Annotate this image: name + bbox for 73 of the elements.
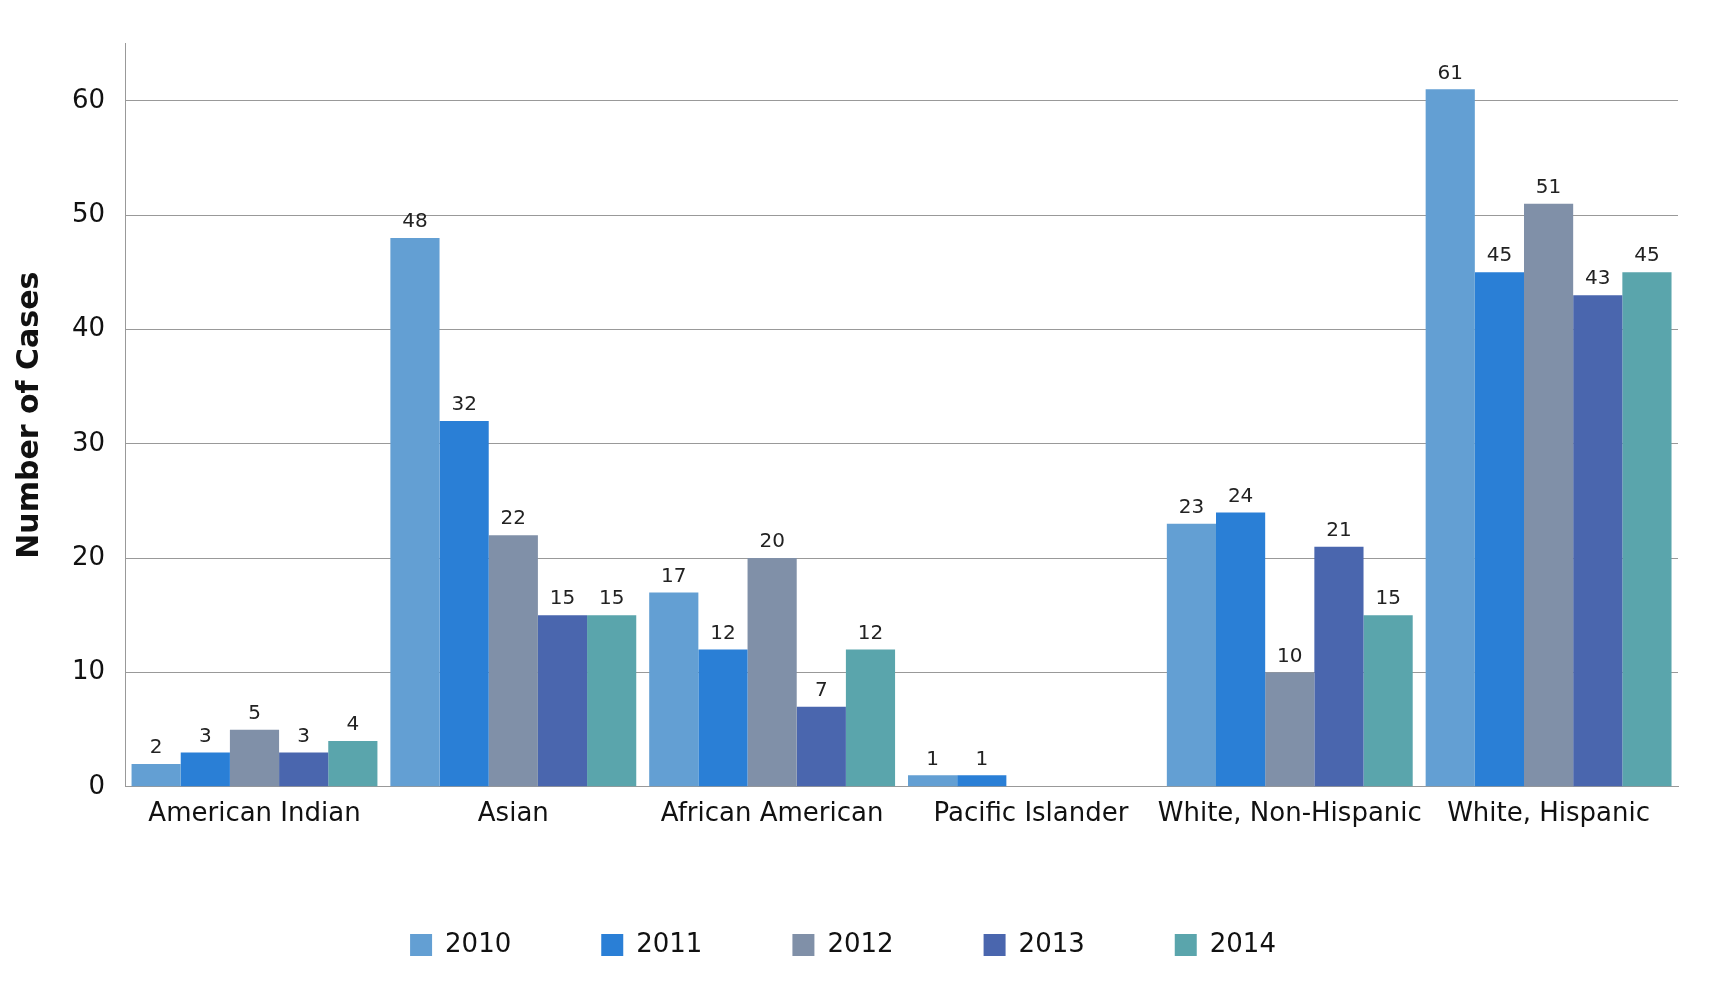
data-label: 22 bbox=[500, 505, 527, 530]
data-label: 20 bbox=[759, 528, 785, 553]
bar bbox=[957, 775, 1007, 787]
x-tick-label: White, Non-Hispanic bbox=[1157, 797, 1422, 828]
bar bbox=[1425, 89, 1475, 787]
bar bbox=[1622, 272, 1672, 787]
y-tick-label: 10 bbox=[71, 655, 106, 686]
bar bbox=[1314, 546, 1364, 787]
bar bbox=[488, 535, 538, 787]
data-label: 15 bbox=[1375, 585, 1401, 610]
x-tick-label: Pacific Islander bbox=[933, 797, 1129, 828]
bar bbox=[1265, 672, 1315, 787]
data-label: 21 bbox=[1326, 516, 1352, 541]
bar bbox=[698, 649, 748, 787]
data-label: 3 bbox=[297, 722, 311, 747]
data-label: 12 bbox=[710, 619, 736, 644]
y-tick-label: 20 bbox=[71, 540, 106, 571]
bar bbox=[796, 706, 846, 787]
bar bbox=[328, 741, 378, 787]
data-label: 1 bbox=[926, 745, 939, 770]
legend-label: 2014 bbox=[1209, 927, 1276, 958]
x-tick-label: White, Hispanic bbox=[1447, 797, 1651, 828]
data-label: 45 bbox=[1634, 242, 1660, 267]
bar bbox=[649, 592, 699, 787]
bar bbox=[279, 752, 329, 787]
data-label: 23 bbox=[1178, 494, 1205, 519]
bar bbox=[439, 420, 489, 787]
legend-label: 2010 bbox=[445, 927, 512, 958]
data-label: 12 bbox=[857, 619, 884, 644]
bar bbox=[587, 615, 637, 787]
bar bbox=[1524, 203, 1574, 787]
bar bbox=[747, 558, 797, 787]
data-label: 7 bbox=[814, 676, 828, 701]
data-label: 45 bbox=[1486, 242, 1513, 267]
bar bbox=[845, 649, 896, 787]
data-label: 15 bbox=[598, 585, 625, 610]
x-tick-label: African American bbox=[660, 797, 884, 828]
data-label: 48 bbox=[402, 208, 428, 233]
bar bbox=[1363, 615, 1413, 787]
data-label: 1 bbox=[975, 745, 989, 770]
x-tick-label: Asian bbox=[477, 797, 549, 828]
data-label: 5 bbox=[248, 699, 261, 724]
bar bbox=[229, 729, 280, 787]
data-label: 15 bbox=[549, 585, 576, 610]
bar bbox=[908, 775, 958, 787]
data-label: 10 bbox=[1277, 642, 1303, 667]
bar bbox=[537, 615, 588, 787]
data-label: 24 bbox=[1227, 482, 1254, 507]
y-tick-label: 30 bbox=[71, 426, 106, 457]
bar bbox=[1166, 523, 1217, 787]
data-label: 61 bbox=[1437, 59, 1463, 84]
bar bbox=[1474, 272, 1524, 787]
data-label: 3 bbox=[198, 722, 212, 747]
y-tick-label: 0 bbox=[88, 769, 106, 800]
legend-label: 2012 bbox=[827, 927, 894, 958]
data-label: 17 bbox=[661, 562, 687, 587]
bar bbox=[390, 237, 440, 787]
legend-label: 2013 bbox=[1018, 927, 1085, 958]
legend-label: 2011 bbox=[636, 927, 703, 958]
y-tick-label: 40 bbox=[71, 312, 106, 343]
data-label: 4 bbox=[346, 711, 360, 736]
bar bbox=[131, 763, 181, 787]
data-label: 51 bbox=[1535, 173, 1562, 198]
data-label: 32 bbox=[451, 391, 477, 416]
bar bbox=[1573, 295, 1623, 787]
x-tick-label: American Indian bbox=[148, 797, 361, 828]
bar bbox=[180, 752, 230, 787]
y-tick-label: 50 bbox=[71, 197, 106, 228]
y-tick-label: 60 bbox=[71, 83, 106, 114]
data-label: 43 bbox=[1585, 265, 1611, 290]
data-label: 2 bbox=[149, 734, 163, 759]
bar bbox=[1216, 512, 1266, 787]
y-axis-title: Number of Cases bbox=[9, 271, 45, 559]
